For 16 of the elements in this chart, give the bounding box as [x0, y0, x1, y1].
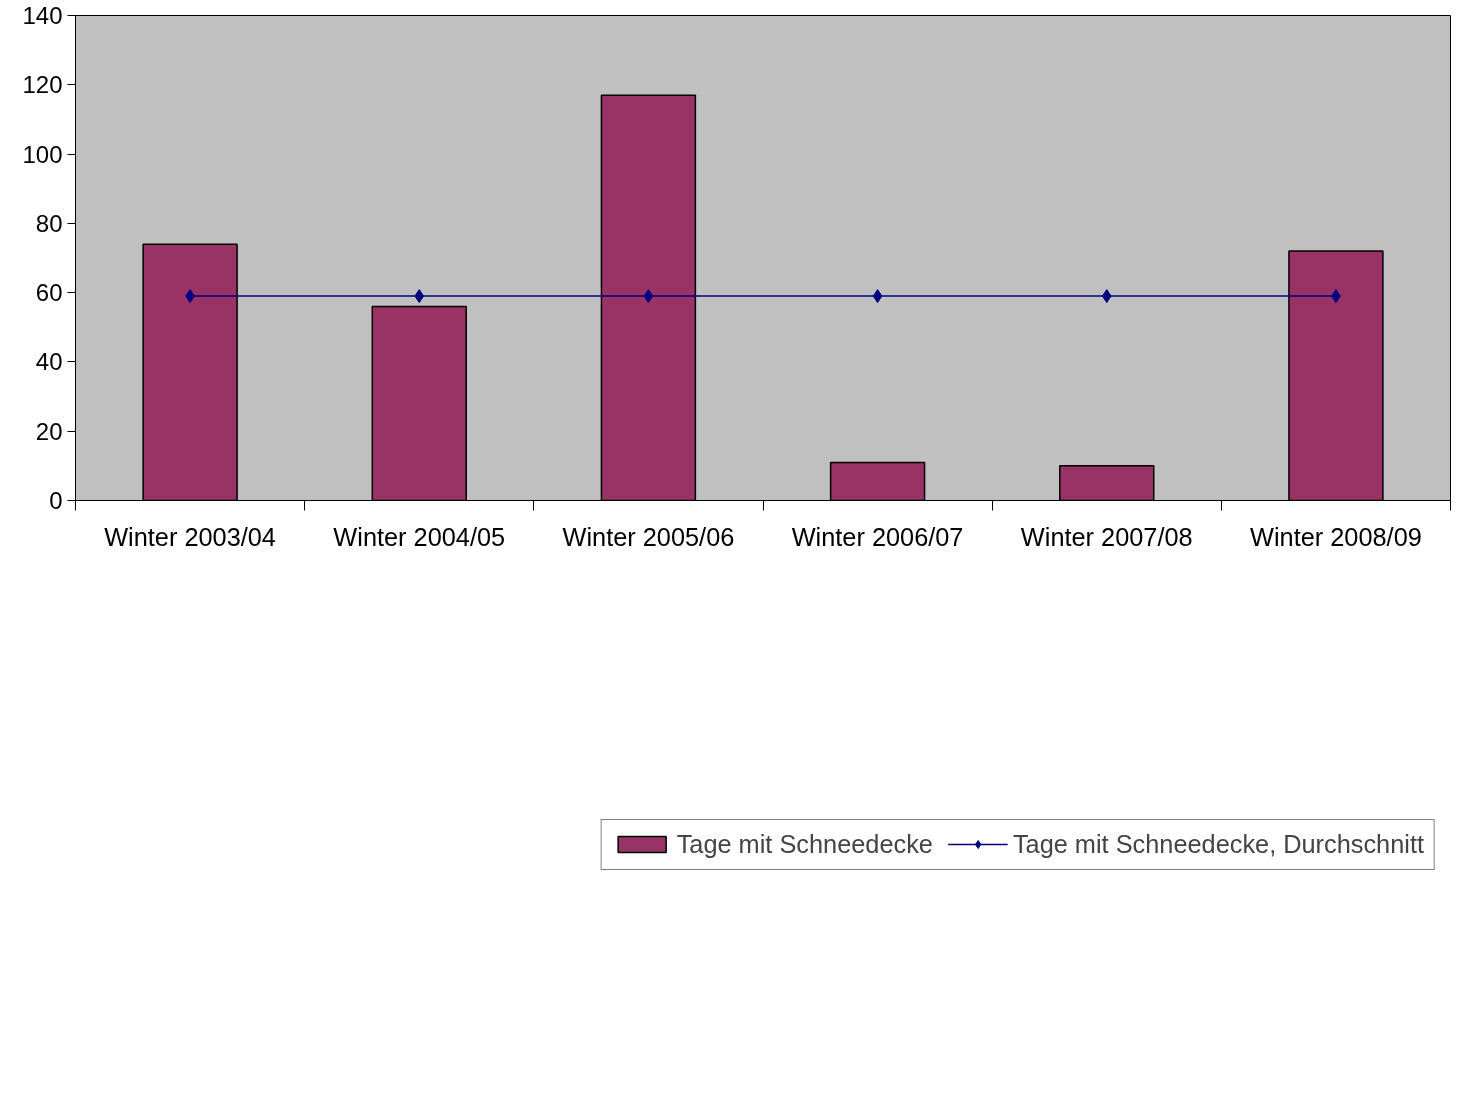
y-tick-label: 80: [35, 209, 63, 237]
x-tick-label: Winter 2008/09: [1250, 522, 1422, 551]
y-tick-label: 20: [35, 417, 63, 445]
x-tick-label: Winter 2004/05: [333, 522, 506, 551]
y-tick-label: 120: [22, 71, 63, 99]
legend-label: Tage mit Schneedecke: [676, 829, 933, 859]
x-tick-label: Winter 2005/06: [562, 522, 735, 551]
y-tick-label: 60: [35, 279, 63, 307]
x-tick-label: Winter 2007/08: [1020, 522, 1193, 551]
x-tick-label: Winter 2006/07: [791, 522, 964, 551]
y-tick-label: 40: [35, 348, 63, 376]
x-tick-label: Winter 2003/04: [104, 522, 276, 551]
y-tick-label: 0: [49, 487, 63, 514]
legend-label: Tage mit Schneedecke, Durchschnitt: [1012, 829, 1424, 859]
y-tick-label: 140: [22, 2, 63, 29]
y-tick-label: 100: [22, 140, 63, 168]
